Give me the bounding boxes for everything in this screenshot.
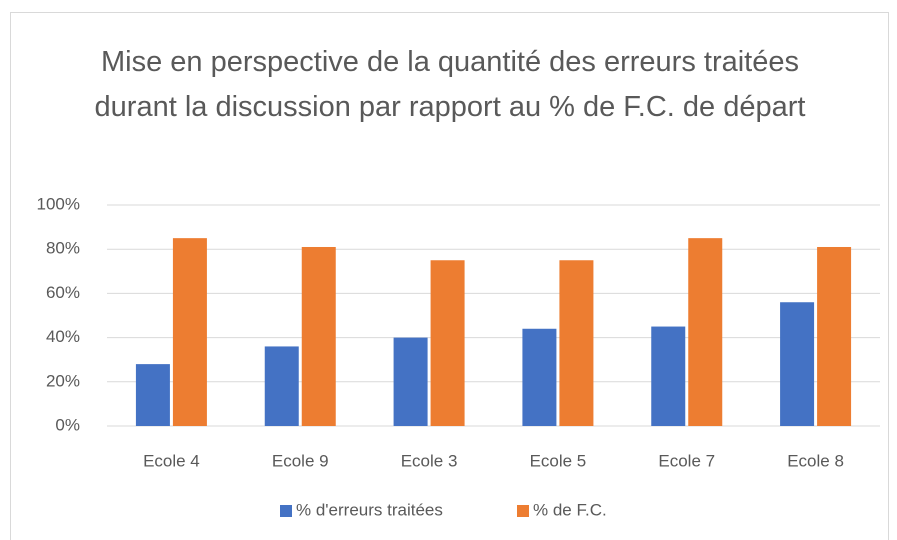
y-tick-label: 100% xyxy=(37,194,80,213)
y-tick-label: 20% xyxy=(46,371,80,390)
x-tick-label: Ecole 4 xyxy=(143,451,200,470)
bar xyxy=(301,246,336,426)
legend-swatch xyxy=(280,505,292,517)
y-tick-label: 0% xyxy=(55,415,80,434)
x-tick-label: Ecole 7 xyxy=(658,451,715,470)
x-tick-label: Ecole 9 xyxy=(272,451,329,470)
legend-label: % de F.C. xyxy=(533,500,607,519)
y-tick-label: 80% xyxy=(46,239,80,258)
x-tick-label: Ecole 3 xyxy=(401,451,458,470)
bar xyxy=(135,364,170,426)
bar xyxy=(430,260,465,426)
legend-label: % d'erreurs traitées xyxy=(296,500,443,519)
bar xyxy=(817,246,852,426)
bar xyxy=(780,302,815,426)
bar xyxy=(393,337,428,426)
bar xyxy=(264,346,299,426)
bar xyxy=(559,260,594,426)
bar xyxy=(651,326,686,426)
legend-swatch xyxy=(517,505,529,517)
x-tick-label: Ecole 8 xyxy=(787,451,844,470)
y-tick-label: 60% xyxy=(46,283,80,302)
chart-border xyxy=(10,12,889,540)
bar xyxy=(172,238,207,426)
chart-title: Mise en perspective de la quantité des e… xyxy=(94,46,806,123)
y-tick-label: 40% xyxy=(46,327,80,346)
bar xyxy=(688,238,723,426)
bar xyxy=(522,328,557,426)
x-tick-label: Ecole 5 xyxy=(530,451,587,470)
